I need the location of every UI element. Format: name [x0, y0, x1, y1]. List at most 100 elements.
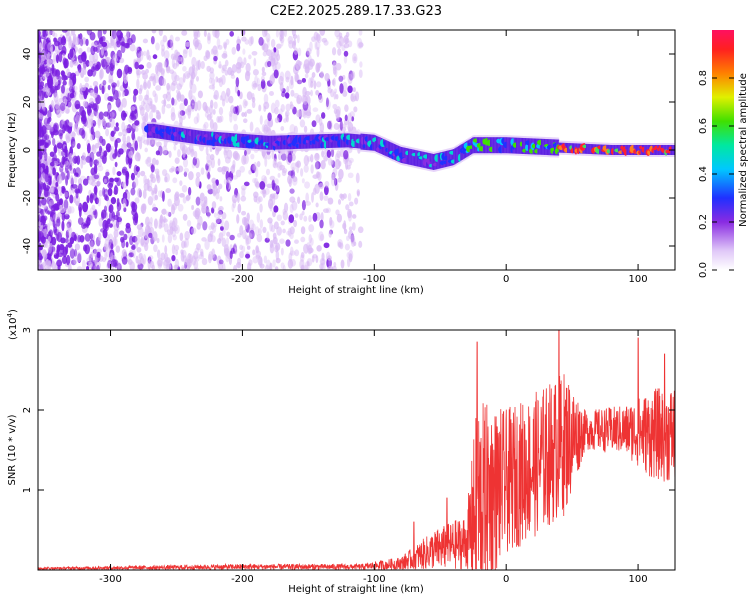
spectrogram-speckle	[351, 71, 356, 80]
spectrogram-speckle	[289, 203, 294, 214]
spectrogram-speckle	[315, 114, 321, 123]
ridge-band	[551, 139, 554, 156]
ridge-band	[572, 143, 575, 154]
spectrogram-speckle	[172, 177, 178, 184]
ridge-band	[237, 133, 239, 148]
ridge-band	[406, 148, 409, 165]
spectrogram-speckle	[108, 117, 115, 128]
spectrogram-speckle	[206, 65, 212, 72]
spectrogram-speckle	[104, 195, 110, 202]
ridge-band	[189, 129, 192, 144]
spectrogram-speckle	[86, 30, 93, 36]
ridge-band	[552, 139, 555, 156]
spectrogram-speckle	[294, 72, 299, 83]
spectrogram-speckle	[88, 254, 92, 262]
spectrogram-speckle	[328, 258, 332, 268]
spectrogram-speckle	[357, 226, 364, 234]
ridge-band	[517, 137, 519, 154]
ridge-band	[589, 144, 592, 155]
spectrogram-speckle	[220, 90, 226, 102]
ridge-band	[644, 145, 646, 155]
spectrogram-speckle	[330, 159, 334, 165]
spectrogram-speckle	[275, 257, 281, 264]
ridge-band	[434, 153, 436, 170]
ridge-band	[405, 148, 408, 165]
spectrogram-speckle	[93, 265, 97, 270]
spectrogram-speckle	[109, 177, 115, 183]
spectrogram-speckle	[113, 89, 119, 101]
spectrogram-speckle	[332, 66, 337, 75]
spectrogram-speckle	[75, 114, 81, 125]
spectrogram-speckle	[289, 226, 295, 235]
spectrogram-speckle	[231, 203, 235, 213]
spectrogram-speckle	[137, 152, 141, 162]
spectrogram-speckle	[217, 44, 223, 50]
spectrogram-speckle	[73, 175, 78, 184]
spectrogram-speckle	[52, 250, 57, 256]
spectrogram-speckle	[189, 79, 193, 90]
spectrogram-speckle	[73, 90, 78, 97]
spectrogram-speckle	[38, 261, 44, 270]
spectrogram-speckle	[320, 211, 324, 222]
ridge-band	[454, 148, 456, 165]
spectrogram-speckle	[72, 60, 79, 66]
spectrogram-speckle	[49, 216, 53, 226]
ridge-band	[265, 135, 268, 150]
ridge-band	[205, 131, 207, 146]
spectrogram-speckle	[306, 47, 312, 56]
spectrogram-speckle	[319, 219, 324, 229]
spectrogram-speckle	[78, 206, 82, 218]
spectrogram-speckle	[252, 178, 257, 184]
spectrogram-speckle	[183, 98, 188, 106]
spectrogram-speckle	[246, 109, 253, 114]
spectrogram-speckle	[248, 232, 252, 239]
spectrogram-speckle	[103, 111, 109, 117]
spectrogram-speckle	[102, 118, 106, 127]
spectrogram-speckle	[253, 161, 258, 173]
spectrogram-x-axis: -300 -200 -100 0 100	[99, 30, 648, 285]
spectrogram-speckle	[191, 255, 197, 266]
spectrogram-speckle	[68, 226, 73, 238]
spectrogram-speckle	[223, 243, 230, 254]
spectrogram-speckle	[82, 100, 88, 108]
ridge-band	[238, 133, 240, 148]
ridge-band	[209, 131, 212, 146]
ridge-band	[285, 135, 288, 150]
spectrogram-speckle	[134, 140, 138, 151]
spectrogram-speckle	[69, 92, 75, 99]
spectrogram-speckle	[116, 68, 123, 79]
spectrogram-speckle	[294, 161, 299, 167]
spectrogram-speckle	[271, 149, 275, 160]
spectrogram-speckle	[195, 171, 201, 178]
spectrogram-speckle	[287, 227, 292, 237]
spectrogram-speckle	[359, 61, 363, 68]
spectrogram-speckle	[162, 149, 169, 156]
spectrogram-speckle	[162, 35, 168, 43]
spectrogram-speckle	[301, 210, 305, 216]
spectrogram-speckle	[147, 156, 152, 163]
spectrogram-speckle	[308, 215, 312, 223]
ridge-band	[451, 149, 454, 166]
spectrogram-speckle	[215, 218, 222, 225]
spectrogram-speckle	[330, 89, 335, 98]
spectrogram-speckle	[103, 243, 108, 251]
spectrogram-speckle	[289, 104, 294, 110]
spectrogram-speckle	[81, 115, 86, 122]
ridge-band	[412, 149, 415, 166]
ridge-band	[409, 148, 411, 165]
spectrogram-speckle	[43, 228, 48, 238]
spectrogram-speckle	[330, 148, 335, 158]
spectrogram-speckle	[229, 112, 233, 123]
spectrogram-speckle	[79, 92, 84, 100]
spectrogram-speckle	[187, 186, 192, 196]
spectrogram-speckle	[301, 178, 305, 184]
spectrogram-speckle	[43, 251, 48, 260]
spectrogram-speckle	[94, 63, 100, 72]
spectrogram-speckle	[287, 152, 293, 163]
spectrogram-speckle	[327, 120, 332, 130]
spectrogram-speckle	[58, 75, 62, 86]
ridge-band	[500, 137, 503, 154]
spectrogram-speckle	[344, 38, 350, 44]
spectrogram-speckle	[235, 77, 240, 88]
spectrogram-speckle	[356, 190, 360, 197]
